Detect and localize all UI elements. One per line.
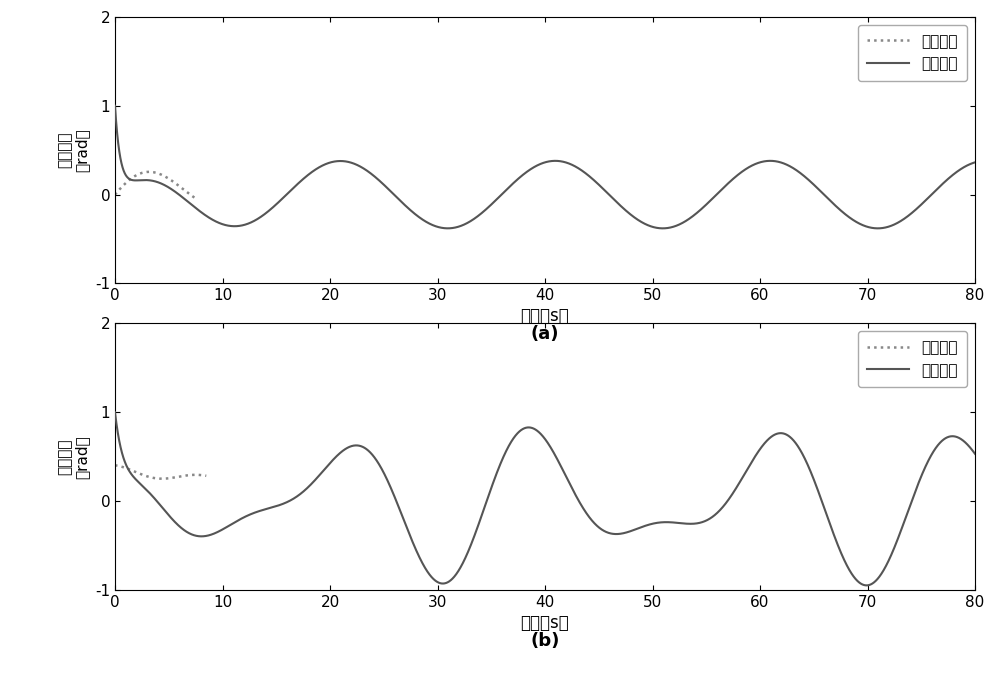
实际位置 xyxy=(747,456,759,464)
Line: 实际位置: 实际位置 xyxy=(115,412,975,585)
实际位置 xyxy=(969,158,981,166)
实际位置 xyxy=(861,581,873,589)
期望位置 xyxy=(152,475,164,483)
Text: (b): (b) xyxy=(530,632,560,650)
期望位置 xyxy=(109,461,121,469)
实际位置 xyxy=(152,498,164,506)
Text: (a): (a) xyxy=(531,325,559,343)
实际位置 xyxy=(109,408,121,416)
实际位置 xyxy=(420,218,432,226)
实际位置 xyxy=(655,518,667,526)
期望位置 xyxy=(152,170,164,178)
Y-axis label: 关节位置
（rad）: 关节位置 （rad） xyxy=(57,128,89,172)
X-axis label: 时间（s）: 时间（s） xyxy=(521,307,569,325)
实际位置 xyxy=(872,224,884,233)
实际位置 xyxy=(655,224,667,233)
实际位置 xyxy=(152,178,164,186)
实际位置 xyxy=(969,450,981,458)
Line: 实际位置: 实际位置 xyxy=(115,106,975,228)
Line: 期望位置: 期望位置 xyxy=(115,465,206,479)
Legend: 期望位置, 实际位置: 期望位置, 实际位置 xyxy=(858,331,967,387)
Y-axis label: 关节位置
（rad）: 关节位置 （rad） xyxy=(57,435,89,479)
实际位置 xyxy=(420,566,432,574)
实际位置 xyxy=(747,161,759,170)
Legend: 期望位置, 实际位置: 期望位置, 实际位置 xyxy=(858,24,967,81)
实际位置 xyxy=(618,529,630,537)
Line: 期望位置: 期望位置 xyxy=(115,172,196,199)
实际位置 xyxy=(618,205,630,213)
X-axis label: 时间（s）: 时间（s） xyxy=(521,614,569,632)
实际位置 xyxy=(109,102,121,110)
实际位置 xyxy=(792,443,804,451)
实际位置 xyxy=(792,167,804,176)
期望位置 xyxy=(109,191,121,199)
